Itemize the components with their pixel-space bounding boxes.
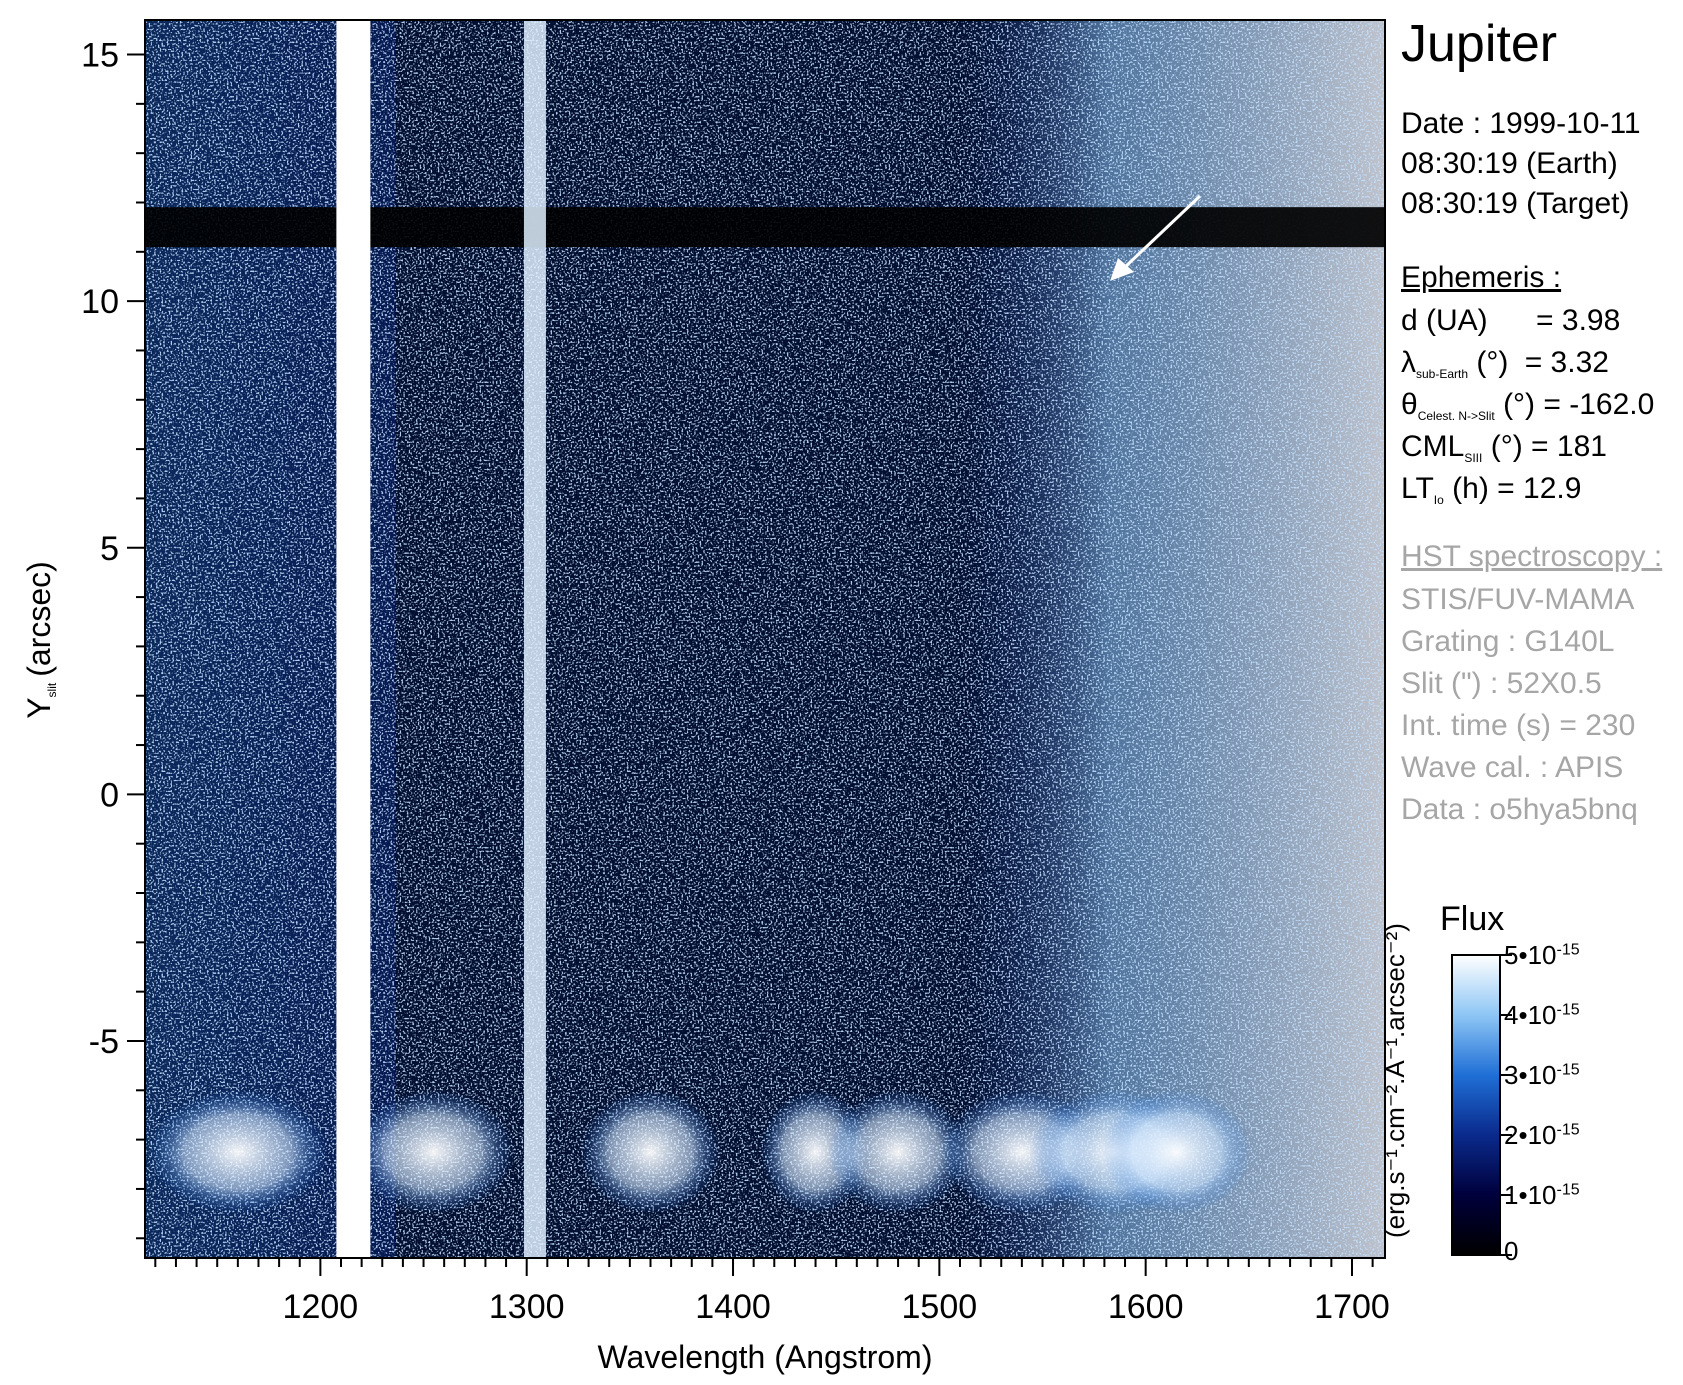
y-tick-label: -5 [89,1023,119,1061]
bright-band-blob [580,1089,721,1214]
hst-wave-cal: Wave cal. : APIS [1401,751,1624,784]
colorbar-unit: (erg.s⁻¹.cm⁻².A⁻¹.arcsec⁻²) [1380,923,1410,1238]
arrow-shaft [1122,194,1202,270]
colorbar-tick: 3•10-15 [1504,1060,1580,1090]
hst-slit: Slit (") : 52X0.5 [1401,667,1602,700]
x-tick-label: 1600 [1108,1288,1184,1326]
planet-title: Jupiter [1401,15,1558,73]
bright-band-blob [828,1089,969,1214]
y-axis-title-rest: (arcsec) [21,561,57,677]
hst-grating: Grating : G140L [1401,625,1615,658]
x-tick-label: 1700 [1314,1288,1390,1326]
arrow-head [1110,258,1134,281]
dark-horizontal-gap [145,207,1385,248]
colorbar-tick: 4•10-15 [1504,1000,1580,1030]
colorbar-title: Flux [1440,900,1505,938]
ephemeris-d-name: d (UA) [1401,304,1488,337]
hst-header: HST spectroscopy : [1401,540,1663,573]
colorbar-tick: 5•10-15 [1504,940,1580,970]
bright-band-blob [353,1089,514,1214]
x-tick-label: 1500 [902,1288,978,1326]
bright-band-blob [1101,1089,1252,1214]
y-tick-label: 15 [81,37,119,75]
y-axis-title-main: Y [21,697,57,718]
plot-frame [144,19,1386,1259]
colorbar [1451,954,1501,1256]
x-tick-label: 1200 [283,1288,359,1326]
ephemeris-theta: θCelest. N->Slit (°) = -162.0 [1401,388,1655,423]
heatmap-image [145,20,1385,1258]
x-axis-title: Wavelength (Angstrom) [598,1339,933,1375]
y-axis-title-sub: slit [45,682,59,697]
x-axis: 1200 1300 1400 1500 1600 1700 [154,1258,1390,1326]
ephemeris-lt: LTIo (h) = 12.9 [1401,472,1582,507]
colorbar-tick: 1•10-15 [1504,1180,1580,1210]
svg-text:Yslit(arcsec): Yslit (arcsec) [21,561,59,719]
y-tick-label: 10 [81,283,119,321]
x-tick-label: 1300 [489,1288,565,1326]
colorbar-tick: 0 [1504,1236,1519,1266]
bright-band-blob [147,1089,328,1214]
hst-instrument: STIS/FUV-MAMA [1401,583,1635,616]
hst-data-id: Data : o5hya5bnq [1401,793,1638,826]
colorbar-tick: 2•10-15 [1504,1120,1580,1150]
y-tick-label: 5 [100,530,119,568]
hst-int-time: Int. time (s) = 230 [1401,709,1636,742]
y-axis: 15 10 5 0 -5 [81,37,145,1240]
y-tick-label: 0 [100,776,119,814]
y-axis-title: Yslit (arcsec) [21,561,59,719]
ephemeris-lambda: λsub-Earth (°) = 3.32 [1401,346,1609,381]
emission-line-lyman-alpha [336,20,371,1258]
ephemeris-d: d (UA) = 3.98 [1401,304,1620,338]
earth-time: 08:30:19 (Earth) [1401,147,1618,180]
date-line: Date : 1999-10-11 [1401,107,1641,140]
ephemeris-header: Ephemeris : [1401,261,1562,294]
emission-line-oi [523,20,546,1258]
ephemeris-cml: CMLSIII (°) = 181 [1401,430,1607,465]
target-time: 08:30:19 (Target) [1401,187,1630,220]
ephemeris-d-value: = 3.98 [1536,304,1621,337]
x-tick-label: 1400 [695,1288,771,1326]
